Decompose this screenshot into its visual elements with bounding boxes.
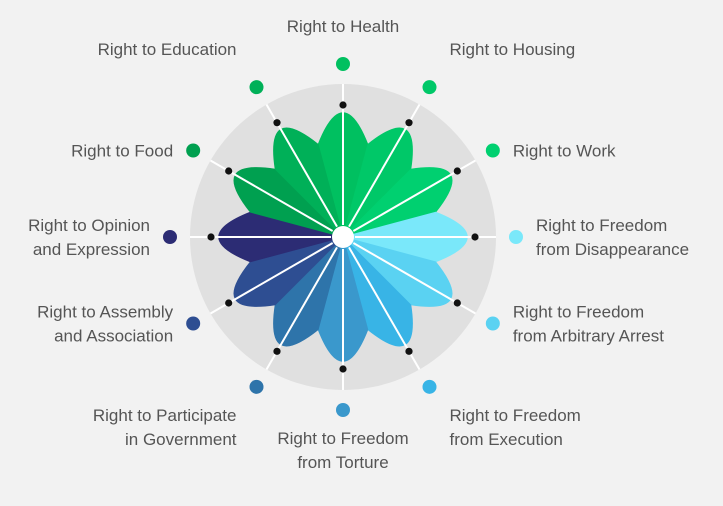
- axis-label-5: Right to Freedom from Arbitrary Arrest: [513, 303, 664, 346]
- legend-marker-4: [509, 230, 523, 244]
- legend-marker-7: [336, 403, 350, 417]
- legend-marker-1: [336, 57, 350, 71]
- axis-label-line: Right to Work: [513, 142, 616, 161]
- axis-dot-9: [225, 299, 233, 307]
- axis-label-line: Right to Freedom: [277, 429, 408, 448]
- axis-label-line: Right to Housing: [450, 40, 576, 59]
- axis-label-4: Right to Freedom from Disappearance: [536, 216, 689, 259]
- axis-label-11: Right to Food: [71, 142, 173, 161]
- axis-label-line: Right to Health: [287, 17, 399, 36]
- axis-label-line: Right to Education: [98, 40, 237, 59]
- axis-label-12: Right to Education: [98, 40, 237, 59]
- axis-label-line: Right to Freedom: [513, 303, 644, 322]
- legend-marker-8: [249, 379, 264, 394]
- axis-label-line: Right to Assembly: [37, 303, 174, 322]
- axis-dot-5: [453, 299, 461, 307]
- axis-dot-2: [405, 119, 413, 127]
- axis-label-line: in Government: [125, 430, 237, 449]
- axis-dot-6: [405, 347, 413, 355]
- axis-dot-8: [273, 347, 281, 355]
- legend-marker-2: [422, 80, 437, 95]
- axis-label-line: Right to Opinion: [28, 216, 150, 235]
- axis-dot-3: [453, 167, 461, 175]
- legend-marker-6: [422, 379, 437, 394]
- axis-label-7: Right to Freedom from Torture: [277, 429, 408, 472]
- axis-label-line: and Association: [54, 327, 173, 346]
- axis-label-line: from Execution: [450, 430, 563, 449]
- legend-marker-10: [163, 230, 177, 244]
- axis-label-6: Right to Freedom from Execution: [450, 406, 581, 449]
- axis-label-line: Right to Freedom: [536, 216, 667, 235]
- axis-dot-4: [471, 233, 479, 241]
- legend-marker-3: [485, 143, 500, 158]
- axis-label-8: Right to Participate in Government: [93, 406, 237, 449]
- axis-dot-1: [339, 101, 347, 109]
- legend-marker-12: [249, 80, 264, 95]
- axis-label-line: Right to Participate: [93, 406, 237, 425]
- legend-marker-11: [186, 143, 201, 158]
- axis-dot-11: [225, 167, 233, 175]
- axis-label-9: Right to Assembly and Association: [37, 303, 174, 346]
- axis-label-line: from Arbitrary Arrest: [513, 327, 664, 346]
- axis-label-line: Right to Freedom: [450, 406, 581, 425]
- axis-label-1: Right to Health: [287, 17, 399, 36]
- axis-dot-7: [339, 365, 347, 373]
- axis-label-line: Right to Food: [71, 142, 173, 161]
- axis-dot-10: [207, 233, 215, 241]
- axis-label-2: Right to Housing: [450, 40, 576, 59]
- axis-label-3: Right to Work: [513, 142, 616, 161]
- axis-label-line: and Expression: [33, 240, 150, 259]
- legend-marker-9: [186, 316, 201, 331]
- center-hole: [332, 226, 354, 248]
- axis-label-line: from Disappearance: [536, 240, 689, 259]
- axis-label-10: Right to Opinion and Expression: [28, 216, 150, 259]
- legend-marker-5: [485, 316, 500, 331]
- axis-dot-12: [273, 119, 281, 127]
- axis-label-line: from Torture: [297, 453, 388, 472]
